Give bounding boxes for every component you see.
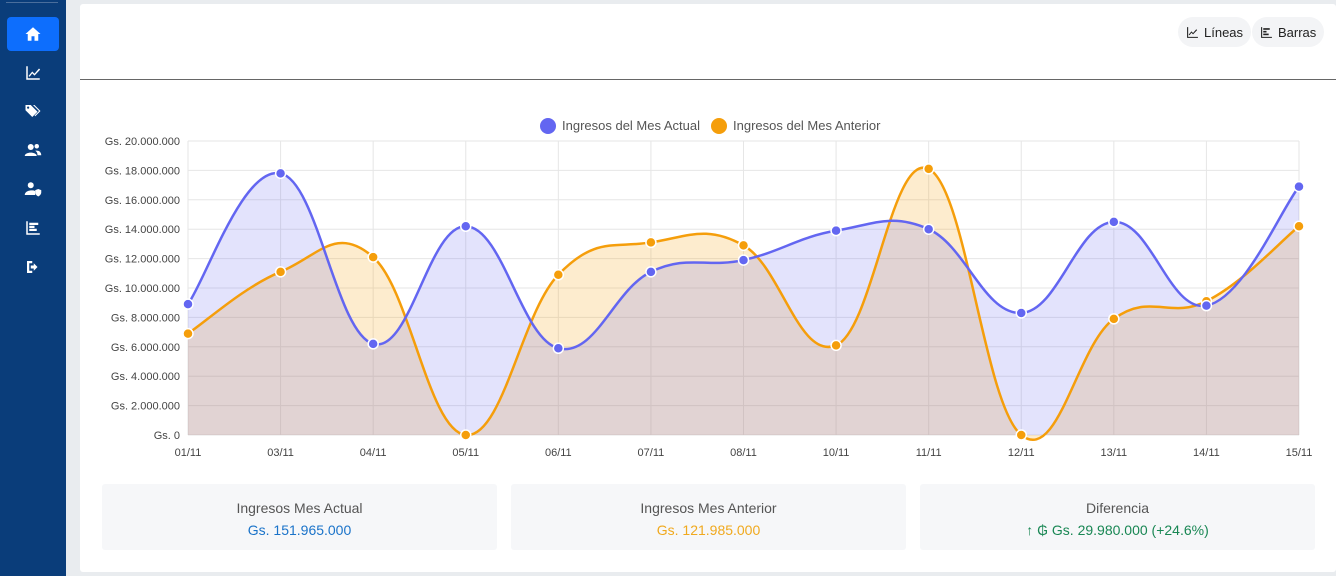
x-tick-label: 01/11	[175, 447, 202, 459]
income-line-chart: Gs. 20.000.000 Gs. 18.000.000 Gs. 16.000.0…	[105, 118, 1313, 459]
y-tick-label: Gs. 16.000.000	[105, 195, 180, 207]
data-point	[552, 269, 565, 281]
y-tick-label: Gs. 6.000.000	[111, 342, 180, 354]
stat-card-current: Ingresos Mes Actual Gs. 151.965.000	[102, 484, 497, 550]
x-tick-label: 10/11	[823, 447, 850, 459]
lines-toggle-label: Líneas	[1204, 24, 1244, 40]
home-icon	[25, 27, 41, 41]
y-tick-label: Gs. 0	[154, 430, 180, 442]
lines-toggle-button[interactable]: Líneas	[1178, 17, 1252, 47]
data-point	[552, 342, 565, 355]
series-line-1	[187, 166, 1300, 441]
stat-card-previous: Ingresos Mes Anterior Gs. 121.985.000	[511, 484, 906, 550]
x-tick-label: 12/11	[1008, 447, 1035, 459]
x-tick-label: 07/11	[638, 447, 665, 459]
data-point	[830, 224, 842, 237]
series-area-0	[188, 172, 1299, 435]
bar-chart-icon	[26, 221, 40, 235]
sidebar-item-income-chart[interactable]	[7, 56, 59, 90]
series-area-1	[188, 167, 1299, 440]
x-tick-label: 05/11	[452, 447, 479, 459]
stat-label-current: Ingresos Mes Actual	[236, 500, 363, 516]
y-tick-label: Gs. 10.000.000	[105, 283, 180, 295]
data-point	[1200, 299, 1213, 312]
data-point	[645, 266, 657, 278]
data-point	[737, 254, 750, 266]
bars-toggle-label: Barras	[1278, 24, 1317, 40]
legend-label: Ingresos del Mes Anterior	[733, 118, 881, 133]
stat-value-difference: ↑ ₲ Gs. 29.980.000 (+24.6%)	[1026, 522, 1209, 538]
line-chart-icon	[26, 66, 41, 80]
sidebar-divider	[6, 2, 58, 3]
data-point	[1293, 220, 1305, 233]
users-icon	[24, 144, 42, 156]
stat-value-previous: Gs. 121.985.000	[656, 522, 761, 538]
legend-label: Ingresos del Mes Actual	[562, 118, 700, 133]
x-tick-label: 03/11	[267, 447, 294, 459]
y-tick-label: Gs. 4.000.000	[111, 371, 180, 383]
legend-marker	[540, 118, 556, 134]
y-tick-label: Gs. 18.000.000	[105, 165, 180, 177]
x-tick-label: 15/11	[1286, 447, 1313, 459]
stat-label-previous: Ingresos Mes Anterior	[640, 500, 777, 516]
x-tick-label: 14/11	[1193, 447, 1220, 459]
bar-chart-icon	[1261, 26, 1272, 38]
data-point	[1015, 307, 1027, 319]
data-point	[830, 339, 842, 352]
data-point	[460, 429, 472, 441]
x-tick-label: 08/11	[730, 447, 757, 459]
y-tick-label: Gs. 2.000.000	[111, 401, 180, 413]
sidebar-item-reports[interactable]	[7, 211, 59, 245]
y-tick-label: Gs. 8.000.000	[111, 312, 180, 324]
stat-card-difference: Diferencia ↑ ₲ Gs. 29.980.000 (+24.6%)	[920, 484, 1315, 550]
data-point	[737, 239, 750, 252]
data-point	[182, 298, 194, 310]
data-point	[1108, 216, 1120, 228]
data-point	[367, 338, 379, 350]
sidebar-item-home[interactable]	[7, 17, 59, 51]
data-point	[460, 220, 472, 233]
legend-marker	[711, 118, 727, 134]
data-point	[922, 223, 935, 235]
x-tick-label: 04/11	[360, 447, 387, 459]
tags-icon	[25, 105, 41, 117]
data-point	[367, 251, 379, 263]
x-tick-label: 11/11	[916, 447, 942, 459]
logout-icon	[27, 261, 38, 273]
stat-label-difference: Diferencia	[1085, 500, 1150, 516]
x-tick-label: 13/11	[1100, 447, 1127, 459]
line-chart-icon	[1187, 26, 1198, 38]
data-point	[1108, 313, 1120, 325]
bars-toggle-button[interactable]: Barras	[1252, 17, 1325, 47]
y-tick-label: Gs. 12.000.000	[105, 254, 180, 266]
sidebar	[0, 0, 66, 576]
x-tick-label: 06/11	[545, 447, 572, 459]
data-point	[645, 236, 657, 249]
data-point	[182, 327, 194, 340]
data-point	[1015, 429, 1027, 441]
y-tick-label: Gs. 14.000.000	[105, 224, 180, 236]
card-header: Líneas Barras	[80, 4, 1336, 80]
data-point	[922, 163, 935, 175]
y-tick-label: Gs. 20.000.000	[105, 136, 180, 148]
stat-value-current: Gs. 151.965.000	[247, 522, 352, 538]
sidebar-item-products[interactable]	[7, 94, 59, 128]
user-shield-icon	[24, 182, 42, 197]
sidebar-item-users[interactable]	[7, 133, 59, 167]
data-point	[274, 167, 287, 180]
sidebar-item-admins[interactable]	[7, 172, 59, 206]
data-point	[274, 266, 287, 278]
sidebar-item-logout[interactable]	[7, 250, 59, 284]
data-point	[1293, 180, 1305, 193]
